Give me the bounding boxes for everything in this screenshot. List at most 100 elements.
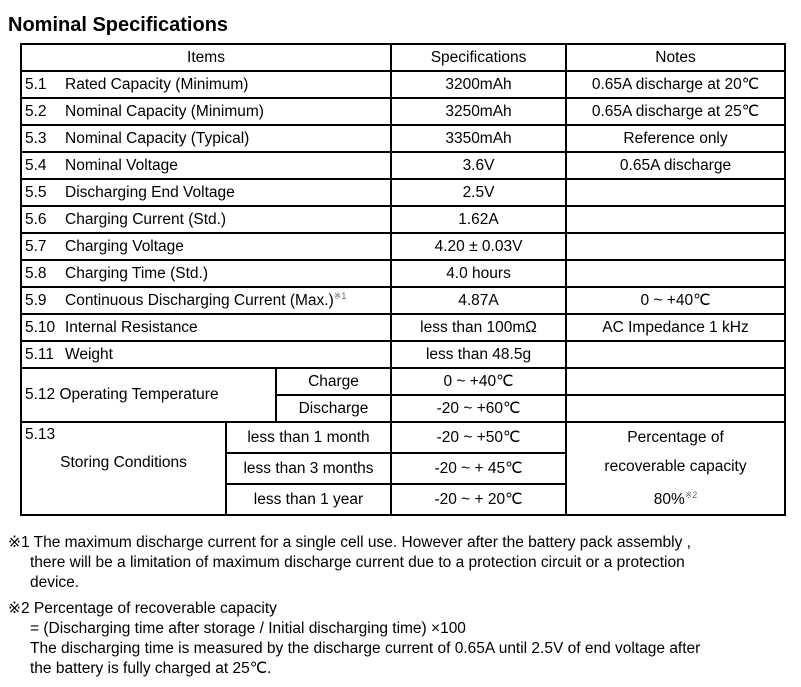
item-label: Nominal Capacity (Minimum): [65, 102, 264, 120]
item-label: Charging Time (Std.): [65, 264, 208, 282]
spec-value: 4.0 hours: [390, 259, 568, 288]
item-cell: 5.1 Rated Capacity (Minimum): [19, 70, 393, 99]
note-value: 0.65A discharge at 20℃: [565, 70, 787, 99]
table-row: 5.12 Operating Temperature Charge 0 ~ +40…: [20, 367, 787, 423]
footnote-2-cont: the battery is fully charged at 25℃.: [30, 660, 272, 677]
item-cell: 5.9 Continuous Discharging Current (Max.)…: [19, 286, 393, 315]
table-header: Items Specifications Notes: [19, 43, 787, 72]
note-line: 80%: [653, 491, 685, 509]
table-row: 5.13 Storing Conditions less than 1 month…: [20, 420, 787, 517]
footnote-ref: ※1: [333, 290, 347, 301]
note-value: Percentage of recoverable capacity 80%※2: [565, 420, 787, 517]
note-value: [565, 205, 787, 234]
spec-value: 4.20 ± 0.03V: [390, 232, 568, 261]
note-value: AC Impedance 1 kHz: [565, 313, 787, 342]
item-label: 5.12 Operating Temperature: [20, 367, 277, 423]
table-row: 5.9 Continuous Discharging Current (Max.)…: [19, 286, 787, 315]
item-number: 5.13: [25, 426, 56, 443]
spec-value: 1.62A: [390, 205, 568, 234]
sub-label: Discharge: [274, 394, 393, 423]
item-number: 5.6: [25, 210, 47, 228]
table-row: 5.6 Charging Current (Std.) 1.62A: [19, 205, 787, 234]
table-row: 5.1 Rated Capacity (Minimum) 3200mAh 0.65…: [19, 70, 787, 99]
spec-value: 3.6V: [390, 151, 568, 180]
note-value: 0.65A discharge at 25℃: [565, 97, 787, 126]
note-line: recoverable capacity: [604, 458, 747, 475]
note-value: [565, 367, 787, 396]
item-cell: 5.3 Nominal Capacity (Typical): [19, 124, 393, 153]
table-row: 5.11 Weight less than 48.5g: [19, 340, 787, 369]
item-cell: 5.7 Charging Voltage: [19, 232, 393, 261]
footnote-2-formula: = (Discharging time after storage / Init…: [30, 620, 466, 637]
note-value: [565, 178, 787, 207]
item-label: Charging Voltage: [65, 237, 184, 255]
item-number: 5.1: [25, 75, 47, 93]
table-row: 5.7 Charging Voltage 4.20 ± 0.03V: [19, 232, 787, 261]
spec-table: Items Specifications Notes 5.1 Rated Capa…: [19, 43, 787, 517]
note-value: [565, 232, 787, 261]
item-number: 5.5: [25, 183, 47, 201]
item-label: Continuous Discharging Current (Max.): [65, 292, 334, 310]
item-label: Charging Current (Std.): [65, 210, 227, 228]
note-value: 0.65A discharge: [565, 151, 787, 180]
spec-value: less than 100mΩ: [390, 313, 568, 342]
item-number: 5.2: [25, 102, 47, 120]
page-title: Nominal Specifications: [8, 14, 229, 36]
footnote-2-cont: The discharging time is measured by the …: [30, 640, 701, 657]
note-value: [565, 259, 787, 288]
item-cell: 5.6 Charging Current (Std.): [19, 205, 393, 234]
sub-label: less than 1 year: [224, 483, 393, 517]
spec-value: -20 ~ + 20℃: [390, 483, 568, 517]
note-value: 0 ~ +40℃: [565, 286, 787, 315]
item-cell: 5.4 Nominal Voltage: [19, 151, 393, 180]
sub-label: less than 1 month: [224, 420, 393, 455]
spec-value: 2.5V: [390, 178, 568, 207]
item-cell: 5.10 Internal Resistance: [19, 313, 393, 342]
table-row: Discharge -20 ~ +60℃: [21, 394, 787, 423]
item-cell: 5.8 Charging Time (Std.): [19, 259, 393, 288]
header-items: Items: [19, 43, 393, 72]
item-label: Rated Capacity (Minimum): [65, 75, 249, 93]
item-number: 5.11: [25, 345, 55, 363]
spec-value: 3350mAh: [390, 124, 568, 153]
note-value: [565, 340, 787, 369]
item-label: Internal Resistance: [65, 318, 198, 336]
item-cell: 5.2 Nominal Capacity (Minimum): [19, 97, 393, 126]
spec-value: -20 ~ +50℃: [390, 420, 568, 455]
note-value: [565, 394, 787, 423]
header-notes: Notes: [565, 43, 787, 72]
item-number: 5.3: [25, 129, 47, 147]
footnote-1: ※1 The maximum discharge current for a s…: [8, 534, 691, 551]
spec-value: 0 ~ +40℃: [390, 367, 568, 396]
footnote-2: ※2 Percentage of recoverable capacity: [8, 600, 277, 617]
item-label: Nominal Voltage: [65, 156, 178, 174]
footnote-ref: ※2: [684, 490, 698, 500]
item-label: Discharging End Voltage: [65, 183, 235, 201]
footnote-1-cont: device.: [30, 574, 80, 591]
sub-label: less than 3 months: [224, 452, 393, 486]
table-row: less than 1 year -20 ~ + 20℃: [21, 483, 785, 517]
spec-value: -20 ~ + 45℃: [390, 452, 568, 486]
spec-value: 4.87A: [390, 286, 568, 315]
storing-label: Storing Conditions: [60, 454, 187, 471]
header-specs: Specifications: [390, 43, 568, 72]
spec-value: 3200mAh: [390, 70, 568, 99]
item-label: 5.13 Storing Conditions: [20, 420, 227, 517]
footnote-1-cont: there will be a limitation of maximum di…: [30, 554, 685, 571]
note-value: Reference only: [565, 124, 787, 153]
table-row: 5.3 Nominal Capacity (Typical) 3350mAh Re…: [19, 124, 787, 153]
spec-value: less than 48.5g: [390, 340, 568, 369]
footnotes: ※1 The maximum discharge current for a s…: [8, 533, 798, 679]
item-number: 5.9: [25, 292, 47, 310]
item-number: 5.10: [25, 318, 56, 336]
note-line: Percentage of: [627, 429, 724, 446]
item-label: Weight: [65, 345, 113, 363]
table-row: 5.8 Charging Time (Std.) 4.0 hours: [19, 259, 787, 288]
item-label: Nominal Capacity (Typical): [65, 129, 250, 147]
item-number: 5.7: [25, 237, 47, 255]
spec-value: 3250mAh: [390, 97, 568, 126]
table-row: 5.4 Nominal Voltage 3.6V 0.65A discharge: [19, 151, 787, 180]
item-number: 5.4: [25, 156, 47, 174]
table-row: 5.2 Nominal Capacity (Minimum) 3250mAh 0.…: [19, 97, 787, 126]
table-row: 5.5 Discharging End Voltage 2.5V: [19, 178, 787, 207]
